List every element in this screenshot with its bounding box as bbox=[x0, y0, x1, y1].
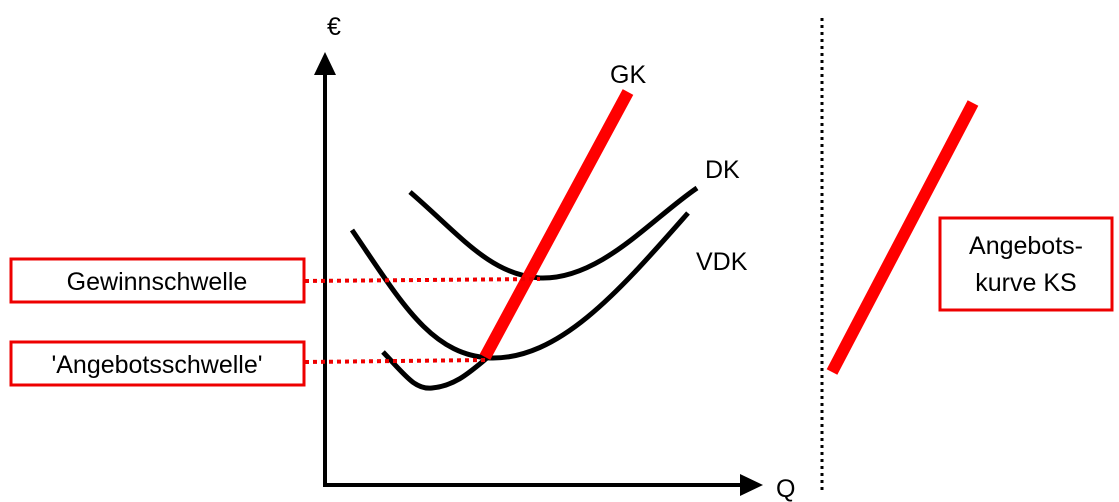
dk-label: DK bbox=[705, 156, 740, 184]
y-arrow bbox=[314, 52, 336, 75]
gk-lower-curve bbox=[381, 350, 489, 391]
x-axis-label: Q bbox=[776, 475, 795, 502]
y-axis-label: € bbox=[327, 13, 341, 41]
gk-label: GK bbox=[610, 61, 646, 89]
box-label: Gewinnschwelle bbox=[67, 268, 248, 296]
box bbox=[9, 257, 306, 304]
vdk-label: VDK bbox=[696, 248, 748, 276]
supply-line bbox=[826, 100, 979, 375]
dotted-guide bbox=[304, 358, 489, 364]
box bbox=[9, 340, 306, 387]
gk-line bbox=[479, 89, 634, 360]
dotted-guide bbox=[304, 277, 541, 283]
box-label: Angebots- bbox=[969, 232, 1083, 260]
box-label: kurve KS bbox=[975, 269, 1076, 297]
dk-curve bbox=[408, 185, 699, 281]
box bbox=[938, 216, 1114, 312]
box-label: 'Angebotsschwelle' bbox=[51, 351, 262, 379]
x-arrow bbox=[740, 474, 763, 496]
